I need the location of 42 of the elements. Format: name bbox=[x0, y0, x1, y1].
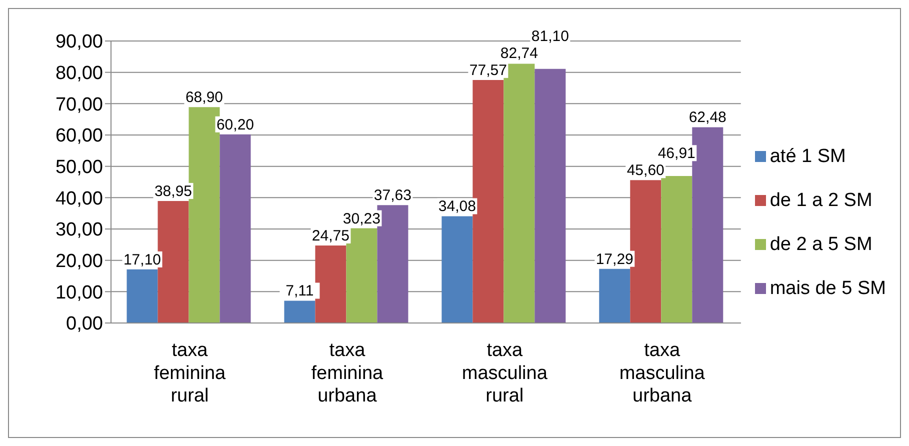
bar bbox=[284, 300, 316, 323]
data-label: 24,75 bbox=[312, 227, 350, 244]
data-label: 82,74 bbox=[500, 44, 538, 62]
data-label: 38,95 bbox=[154, 182, 192, 200]
legend-label: de 2 a 5 SM bbox=[770, 234, 872, 255]
bar bbox=[599, 268, 630, 323]
bar bbox=[534, 68, 566, 323]
x-tick-label: taxa feminina urbana bbox=[311, 340, 384, 407]
data-label: 7,11 bbox=[286, 282, 314, 300]
data-label: 46,91 bbox=[658, 145, 696, 162]
data-label: 17,29 bbox=[596, 250, 634, 268]
y-tick-label: 50,00 bbox=[55, 157, 103, 178]
x-tick-label: taxa masculina urbana bbox=[619, 340, 706, 407]
x-tick-label: taxa feminina rural bbox=[154, 340, 226, 407]
x-tick-label: taxa masculina rural bbox=[462, 340, 548, 407]
y-tick-label: 40,00 bbox=[55, 188, 103, 210]
y-tick-label: 0,00 bbox=[66, 314, 103, 335]
data-label: 30,23 bbox=[342, 210, 380, 228]
data-label: 60,20 bbox=[216, 116, 254, 134]
data-label: 81,10 bbox=[531, 28, 569, 45]
data-label: 62,48 bbox=[688, 109, 726, 126]
y-tick-label: 30,00 bbox=[55, 220, 103, 241]
legend-label: até 1 SM bbox=[770, 146, 846, 167]
y-tick-label: 80,00 bbox=[55, 63, 103, 84]
y-tick-label: 70,00 bbox=[55, 94, 103, 116]
data-label: 68,90 bbox=[185, 89, 224, 106]
data-label: 45,60 bbox=[626, 162, 664, 180]
data-label: 37,63 bbox=[374, 187, 412, 204]
bar bbox=[442, 216, 473, 323]
bar bbox=[315, 245, 346, 323]
y-tick-label: 20,00 bbox=[55, 251, 103, 272]
data-label: 34,08 bbox=[438, 198, 476, 216]
bar bbox=[661, 176, 692, 323]
y-tick-label: 90,00 bbox=[55, 32, 103, 53]
legend-label: de 1 a 2 SM bbox=[770, 190, 872, 211]
legend-label: mais de 5 SM bbox=[770, 278, 886, 299]
bar bbox=[126, 269, 158, 323]
data-label: 77,57 bbox=[469, 62, 507, 79]
y-tick-label: 60,00 bbox=[55, 126, 103, 147]
y-tick-label: 10,00 bbox=[55, 282, 103, 304]
data-label: 17,10 bbox=[123, 251, 162, 268]
bar bbox=[220, 134, 251, 323]
